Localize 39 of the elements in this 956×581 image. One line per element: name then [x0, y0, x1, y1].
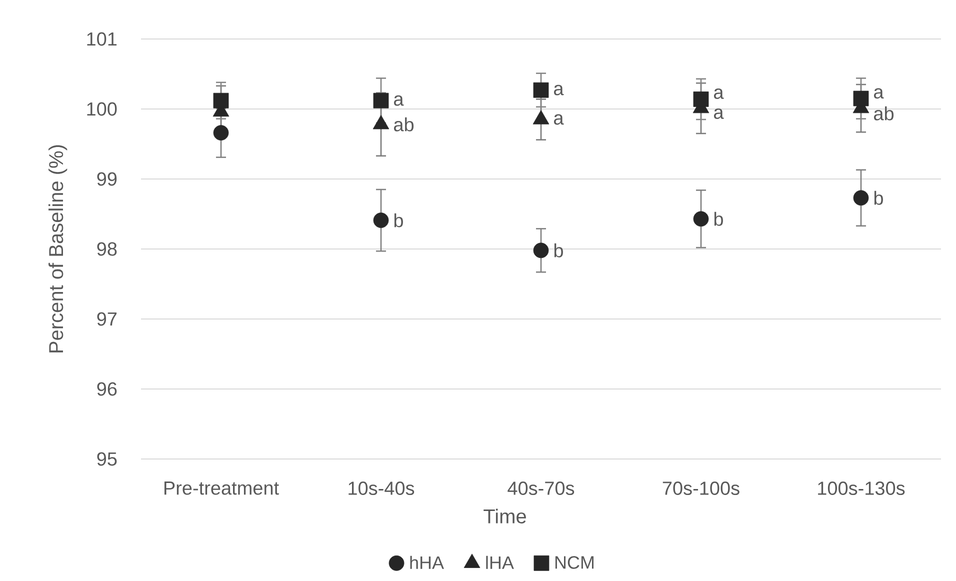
annotation: a	[554, 114, 564, 125]
point	[693, 211, 709, 227]
annotation: a	[394, 95, 404, 106]
annotation: a	[714, 88, 724, 99]
x-axis-title: Time	[484, 508, 526, 524]
x-tick-label: 70s-100s	[662, 482, 740, 495]
annotation: b	[554, 243, 563, 258]
annotation: b	[874, 190, 883, 205]
x-tick-label: 40s-70s	[508, 482, 574, 495]
legend-label: lHA	[486, 556, 514, 569]
point	[213, 125, 229, 140]
point	[693, 91, 709, 107]
point	[373, 92, 389, 108]
point	[213, 92, 229, 108]
annotation: a	[554, 84, 564, 96]
y-tick-label: 95	[97, 452, 117, 466]
y-tick-label: 97	[97, 312, 117, 326]
annotation: b	[394, 213, 403, 228]
annotation: a	[874, 88, 884, 99]
y-tick-label: 96	[97, 382, 117, 396]
point	[853, 90, 869, 106]
point	[533, 82, 549, 98]
legend-label: hHA	[410, 556, 444, 569]
annotation: ab	[874, 106, 894, 120]
x-tick-label: Pre-treatment	[164, 482, 279, 495]
y-tick-label: 100	[87, 102, 117, 116]
annotation: ab	[394, 117, 414, 132]
legend-label: NCM	[555, 556, 594, 569]
annotation: b	[714, 212, 723, 226]
y-axis-title: Percent of Baseline (%)	[48, 145, 68, 352]
y-tick-label: 99	[97, 172, 117, 186]
annotation: a	[714, 108, 724, 119]
point	[853, 190, 869, 206]
point	[533, 242, 549, 258]
point	[373, 212, 389, 228]
x-tick-label: 100s-130s	[818, 482, 905, 495]
x-tick-label: 10s-40s	[348, 482, 414, 495]
y-tick-label: 101	[87, 32, 117, 46]
y-tick-label: 98	[97, 242, 117, 256]
